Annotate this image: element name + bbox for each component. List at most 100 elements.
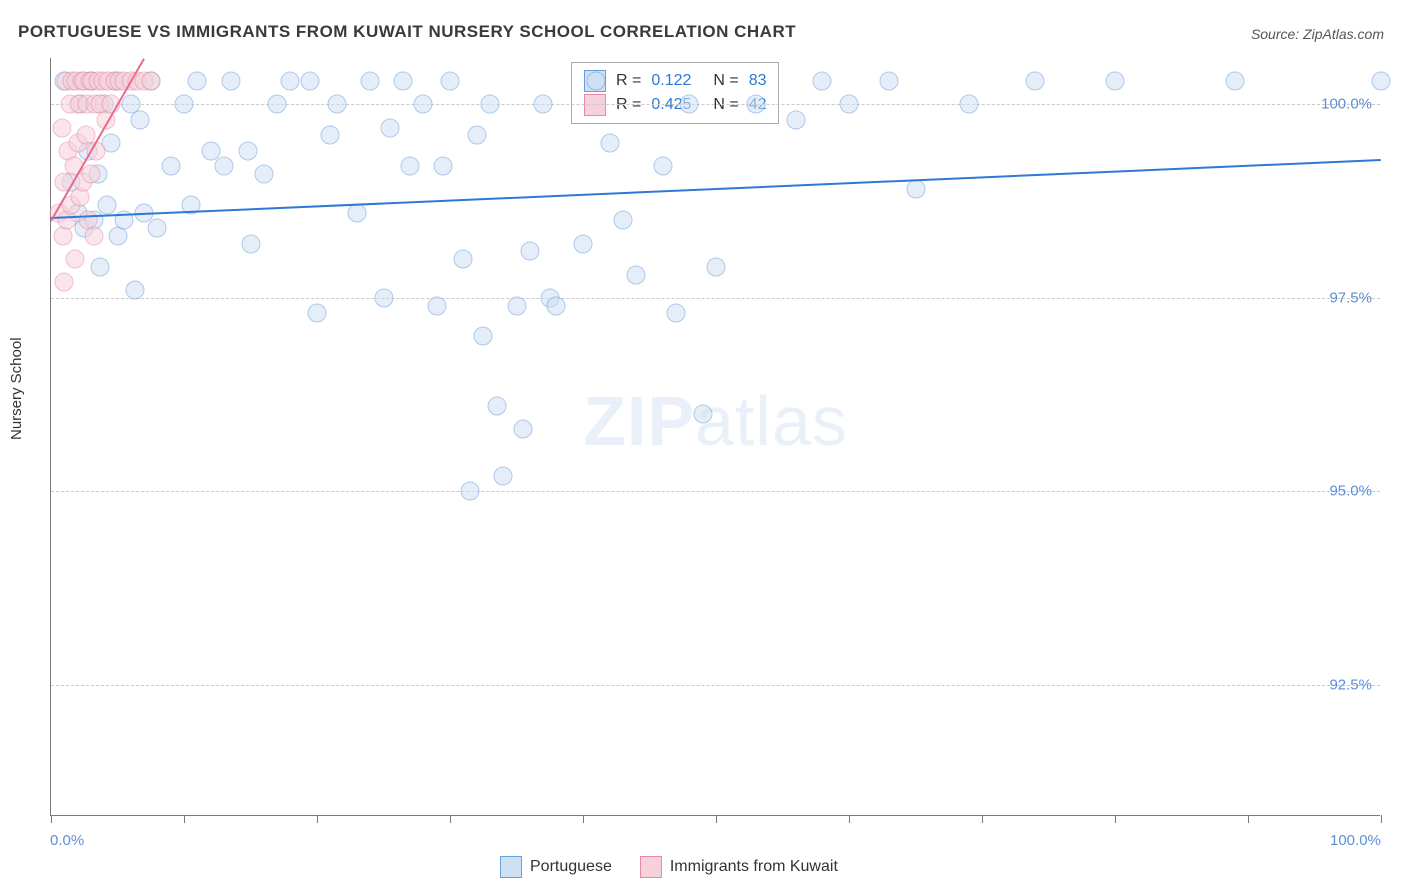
data-point (347, 203, 366, 222)
data-point (507, 296, 526, 315)
legend-item: Immigrants from Kuwait (640, 856, 838, 878)
x-tick (184, 815, 185, 823)
data-point (214, 157, 233, 176)
watermark-atlas: atlas (695, 382, 848, 460)
data-point (394, 72, 413, 91)
data-point (374, 288, 393, 307)
data-point (175, 95, 194, 114)
legend-r-label: R = (616, 69, 641, 93)
data-point (534, 95, 553, 114)
gridline (51, 104, 1380, 105)
data-point (308, 304, 327, 323)
data-point (1106, 72, 1125, 91)
data-point (301, 72, 320, 91)
data-point (1026, 72, 1045, 91)
data-point (281, 72, 300, 91)
data-point (547, 296, 566, 315)
data-point (201, 141, 220, 160)
chart-title: PORTUGUESE VS IMMIGRANTS FROM KUWAIT NUR… (18, 22, 796, 42)
data-point (221, 72, 240, 91)
data-point (97, 195, 116, 214)
data-point (460, 482, 479, 501)
data-point (1225, 72, 1244, 91)
gridline (51, 298, 1380, 299)
legend-swatch (640, 856, 662, 878)
correlation-legend: R =0.122N =83R =0.425N =42 (571, 62, 779, 124)
x-tick (51, 815, 52, 823)
y-tick-label: 95.0% (1329, 483, 1372, 500)
data-point (813, 72, 832, 91)
data-point (520, 242, 539, 261)
data-point (161, 157, 180, 176)
legend-label: Portuguese (530, 858, 612, 876)
data-point (879, 72, 898, 91)
x-tick (317, 815, 318, 823)
legend-item: Portuguese (500, 856, 612, 878)
legend-n-value: 83 (749, 69, 767, 93)
legend-r-value: 0.122 (651, 69, 703, 93)
data-point (241, 234, 260, 253)
data-point (627, 265, 646, 284)
data-point (141, 72, 160, 91)
data-point (427, 296, 446, 315)
data-point (693, 404, 712, 423)
gridline (51, 491, 1380, 492)
data-point (125, 281, 144, 300)
data-point (148, 219, 167, 238)
data-point (667, 304, 686, 323)
data-point (467, 126, 486, 145)
watermark-zip: ZIP (583, 382, 695, 460)
x-tick (1115, 815, 1116, 823)
data-point (361, 72, 380, 91)
y-tick-label: 100.0% (1321, 96, 1372, 113)
legend-swatch (500, 856, 522, 878)
data-point (91, 257, 110, 276)
data-point (707, 257, 726, 276)
data-point (55, 273, 74, 292)
x-tick (849, 815, 850, 823)
data-point (188, 72, 207, 91)
y-axis-label: Nursery School (8, 337, 25, 440)
data-point (414, 95, 433, 114)
legend-n-label: N = (713, 69, 738, 93)
data-point (1372, 72, 1391, 91)
data-point (474, 327, 493, 346)
data-point (52, 118, 71, 137)
data-point (268, 95, 287, 114)
data-point (680, 95, 699, 114)
x-tick (716, 815, 717, 823)
gridline (51, 685, 1380, 686)
x-tick (450, 815, 451, 823)
data-point (327, 95, 346, 114)
y-tick-label: 97.5% (1329, 289, 1372, 306)
x-tick (1381, 815, 1382, 823)
x-tick (583, 815, 584, 823)
data-point (131, 110, 150, 129)
data-point (238, 141, 257, 160)
trend-line (51, 159, 1381, 219)
data-point (84, 226, 103, 245)
data-point (653, 157, 672, 176)
data-point (514, 420, 533, 439)
data-point (600, 134, 619, 153)
data-point (786, 110, 805, 129)
y-tick-label: 92.5% (1329, 676, 1372, 693)
data-point (321, 126, 340, 145)
data-point (65, 250, 84, 269)
data-point (434, 157, 453, 176)
data-point (81, 165, 100, 184)
data-point (587, 72, 606, 91)
data-point (487, 397, 506, 416)
data-point (613, 211, 632, 230)
series-legend: Portuguese Immigrants from Kuwait (500, 856, 838, 878)
data-point (401, 157, 420, 176)
data-point (840, 95, 859, 114)
legend-row: R = 0.122 N = 83 (584, 69, 766, 93)
x-tick (982, 815, 983, 823)
x-tick (1248, 815, 1249, 823)
data-point (454, 250, 473, 269)
x-axis-label: 0.0% (50, 832, 84, 849)
scatter-plot-area: ZIPatlas R =0.122N =83R =0.425N =42 100.… (50, 58, 1380, 816)
data-point (494, 466, 513, 485)
data-point (959, 95, 978, 114)
